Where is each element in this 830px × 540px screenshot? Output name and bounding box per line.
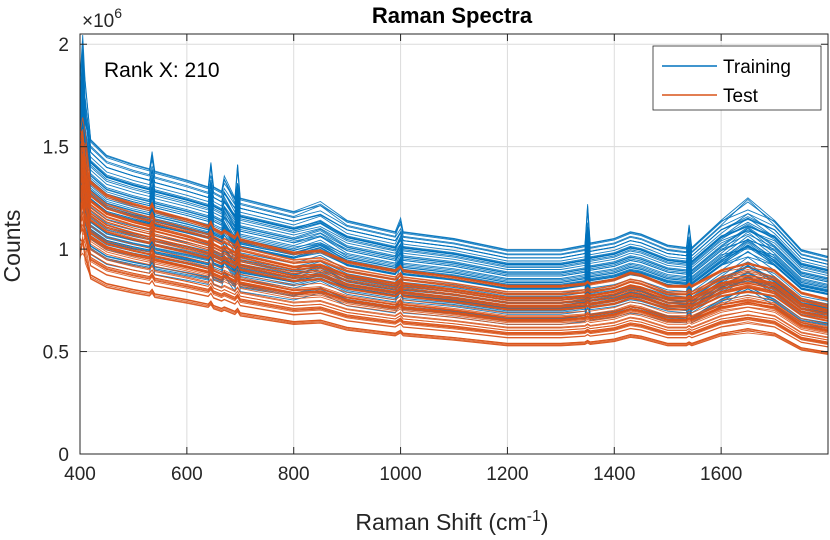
legend: Training Test xyxy=(652,45,822,111)
series-line-test xyxy=(79,156,829,313)
series-test xyxy=(79,117,829,355)
series-line-test xyxy=(79,157,829,307)
series-line-test xyxy=(79,127,829,300)
x-tick-label: 600 xyxy=(171,464,203,485)
series-line-test xyxy=(79,170,829,321)
x-axis-title-sup: -1 xyxy=(527,508,541,525)
annotation-rank: Rank X: 210 xyxy=(104,59,220,82)
x-axis-title-main: Raman Shift (cm xyxy=(355,509,526,535)
x-axis-title-end: ) xyxy=(541,509,549,535)
series-line-test xyxy=(79,137,829,305)
series-line-test xyxy=(79,203,829,334)
x-tick-label: 1600 xyxy=(700,464,742,485)
series-line-test xyxy=(79,211,829,338)
series-line-test xyxy=(79,165,829,316)
series-line-test xyxy=(79,178,829,322)
series-line-test xyxy=(79,196,829,339)
y-tick-label: 1 xyxy=(58,240,69,261)
series-line-training xyxy=(79,78,829,271)
legend-label-training: Training xyxy=(723,57,791,78)
series-line-test xyxy=(79,203,829,341)
series-line-test xyxy=(79,142,829,311)
series-line-test xyxy=(79,216,829,344)
series-line-test xyxy=(79,172,829,320)
y-exponent-label: ×106 xyxy=(82,5,122,32)
series-line-test xyxy=(79,143,829,306)
series-line-test xyxy=(79,134,829,308)
plot-frame xyxy=(79,33,829,455)
series-line-test xyxy=(79,176,829,329)
series-line-test xyxy=(79,192,829,333)
x-tick-label: 400 xyxy=(64,464,96,485)
series-line-training xyxy=(79,41,829,259)
series-line-test xyxy=(79,204,829,335)
series-line-test xyxy=(79,157,829,315)
series-line-training xyxy=(79,90,829,265)
series-line-test xyxy=(79,193,829,328)
series-line-test xyxy=(79,216,829,345)
series-line-test xyxy=(79,181,829,329)
series-line-test xyxy=(79,236,829,354)
series-line-test xyxy=(79,252,829,353)
y-tick-label: 1.5 xyxy=(43,138,69,159)
series-line-test xyxy=(79,224,829,348)
x-tick-label: 1200 xyxy=(486,464,528,485)
x-tick-label: 1400 xyxy=(593,464,635,485)
y-exponent-power: 6 xyxy=(114,5,122,21)
series-line-test xyxy=(79,161,829,318)
y-tick-label: 0 xyxy=(58,445,69,466)
y-tick-label: 0.5 xyxy=(43,343,69,364)
y-tick-label: 2 xyxy=(58,35,69,56)
x-tick-label: 800 xyxy=(278,464,310,485)
x-axis-title: Raman Shift (cm-1) xyxy=(355,508,548,535)
y-axis-title: Counts xyxy=(0,210,25,283)
y-exponent-base: ×10 xyxy=(82,11,114,32)
series-line-training xyxy=(79,117,829,285)
series-line-test xyxy=(79,174,829,325)
series-line-test xyxy=(79,128,829,302)
ticks: 400 600 800 1000 1200 1400 1600 0 0.5 1 1.5 2 xyxy=(43,34,828,485)
chart-title: Raman Spectra xyxy=(372,3,533,28)
series-line-test xyxy=(79,160,829,312)
series-line-test xyxy=(79,159,829,314)
series-line-test xyxy=(79,196,829,331)
series-line-test xyxy=(79,182,829,332)
series-line-test xyxy=(79,131,829,300)
legend-label-test: Test xyxy=(723,86,759,107)
legend-box xyxy=(652,45,822,111)
series-line-test xyxy=(79,218,829,343)
series-line-test xyxy=(79,218,829,345)
series-line-test xyxy=(79,168,829,319)
series-line-training xyxy=(79,131,829,294)
x-tick-label: 1000 xyxy=(379,464,421,485)
series-line-training xyxy=(79,77,829,280)
series-layer xyxy=(79,34,829,355)
series-line-test xyxy=(79,239,829,355)
